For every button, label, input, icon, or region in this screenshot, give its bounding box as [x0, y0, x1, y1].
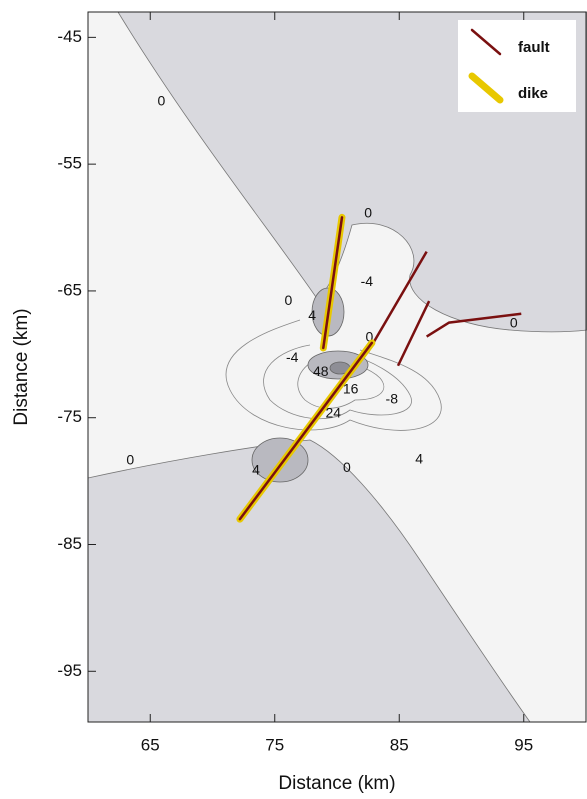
y-tick-label: -75	[57, 407, 82, 426]
y-tick-label: -65	[57, 280, 82, 299]
contour-label: 0	[365, 329, 373, 345]
contour-lines	[225, 319, 442, 431]
contour-label: 0	[285, 292, 293, 308]
y-tick-label: -55	[57, 154, 82, 173]
y-tick-label: -85	[57, 534, 82, 553]
contour-label: 0	[510, 315, 518, 331]
contour-label: 4	[252, 462, 260, 478]
contour-label: 0	[364, 204, 372, 220]
legend-label: dike	[518, 85, 548, 102]
contour-label: 0	[158, 93, 166, 109]
y-tick-label: -45	[57, 27, 82, 46]
contour-label: 16	[343, 381, 359, 397]
legend-swatch	[470, 28, 502, 56]
contour-label: -4	[361, 273, 374, 289]
contour-label: -8	[386, 391, 399, 407]
contour-label: 0	[343, 459, 351, 475]
fault-line	[367, 250, 522, 367]
x-axis-title: Distance (km)	[278, 773, 395, 794]
y-tick-label: -95	[57, 661, 82, 680]
plot-frame	[87, 11, 587, 723]
contour-label: 48	[313, 363, 329, 379]
legend-swatch	[468, 72, 504, 104]
contour-label: 4	[308, 307, 316, 323]
contour-label: 24	[325, 405, 341, 421]
legend-label: fault	[518, 39, 550, 56]
x-tick-label: 65	[141, 735, 160, 754]
contour-label: 0	[126, 452, 134, 468]
x-tick-label: 85	[390, 735, 409, 754]
y-axis-title: Distance (km)	[11, 308, 32, 425]
contour-label: 4	[415, 450, 423, 466]
x-tick-label: 95	[514, 735, 533, 754]
dike-core	[238, 216, 374, 521]
contour-label: -4	[286, 349, 299, 365]
x-tick-label: 75	[265, 735, 284, 754]
